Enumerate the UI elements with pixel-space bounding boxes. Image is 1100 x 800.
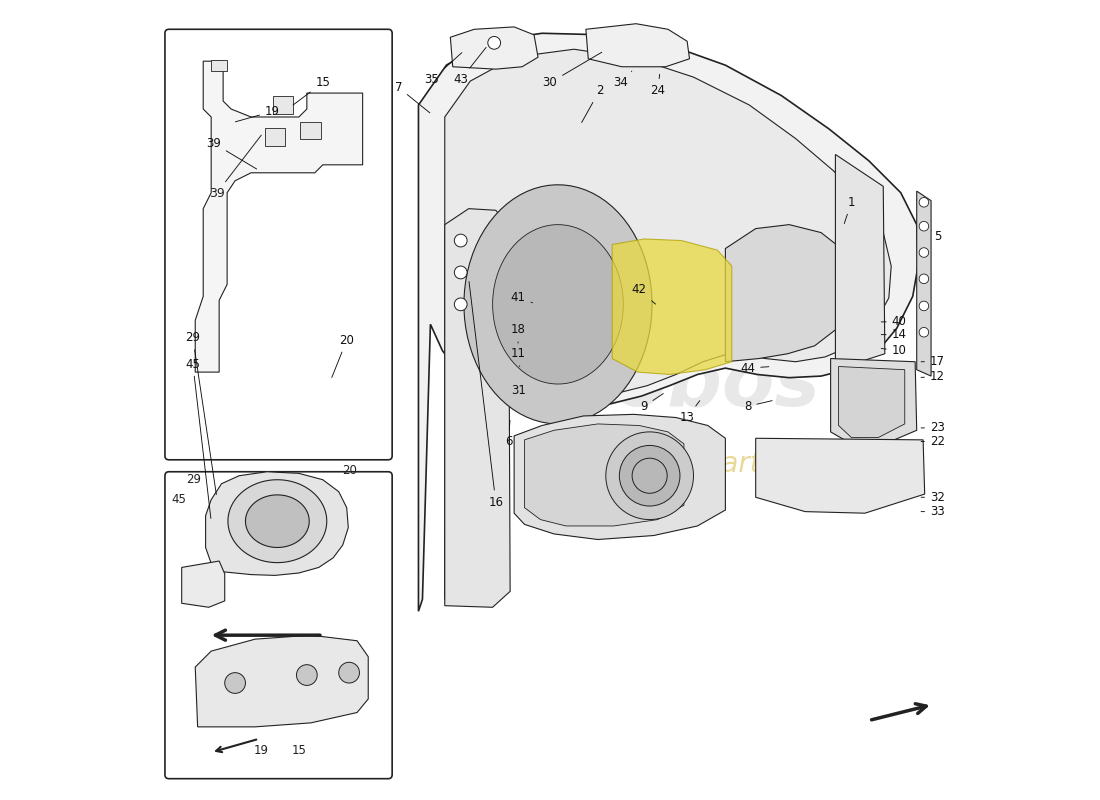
Polygon shape — [182, 561, 224, 607]
Text: 20: 20 — [342, 464, 356, 477]
Bar — [265, 128, 285, 146]
Text: 32: 32 — [921, 490, 945, 504]
Text: 15: 15 — [293, 76, 330, 105]
Circle shape — [454, 298, 467, 310]
Bar — [300, 122, 321, 139]
Polygon shape — [228, 480, 327, 562]
Text: 10: 10 — [881, 344, 906, 357]
Circle shape — [920, 274, 928, 284]
Text: 19: 19 — [254, 744, 268, 758]
FancyBboxPatch shape — [165, 472, 392, 778]
Text: 30: 30 — [542, 52, 602, 90]
Polygon shape — [613, 239, 732, 374]
Polygon shape — [464, 185, 652, 424]
Text: 20: 20 — [332, 334, 354, 378]
Text: 7: 7 — [395, 81, 430, 113]
Text: 31: 31 — [510, 384, 526, 397]
Polygon shape — [756, 438, 925, 514]
Text: 8: 8 — [744, 400, 772, 413]
Polygon shape — [450, 27, 538, 69]
Text: 6: 6 — [505, 420, 513, 448]
Polygon shape — [245, 495, 309, 547]
Text: 29: 29 — [185, 331, 217, 494]
Text: 23: 23 — [921, 422, 945, 434]
Polygon shape — [514, 414, 725, 539]
Bar — [211, 59, 227, 70]
Polygon shape — [195, 61, 363, 372]
Text: 45: 45 — [186, 358, 211, 518]
Text: 2: 2 — [582, 84, 603, 122]
Text: 16: 16 — [469, 282, 504, 509]
Polygon shape — [493, 225, 624, 384]
Text: 35: 35 — [425, 53, 462, 86]
Polygon shape — [916, 191, 931, 376]
Circle shape — [454, 266, 467, 279]
Circle shape — [920, 198, 928, 207]
Text: 13: 13 — [680, 401, 700, 424]
Polygon shape — [418, 34, 918, 611]
Polygon shape — [835, 154, 884, 370]
Text: 5: 5 — [934, 230, 942, 243]
Text: 19: 19 — [235, 105, 280, 122]
Text: 43: 43 — [453, 47, 486, 86]
Text: 17: 17 — [921, 355, 945, 368]
Polygon shape — [195, 635, 368, 727]
Text: 11: 11 — [510, 347, 526, 366]
Text: 40: 40 — [881, 315, 906, 328]
Text: 39: 39 — [206, 137, 256, 169]
FancyBboxPatch shape — [165, 30, 392, 460]
Text: a passion for parts: a passion for parts — [516, 450, 776, 478]
Text: 12: 12 — [921, 370, 945, 382]
Bar — [273, 96, 294, 114]
Polygon shape — [830, 358, 916, 444]
Circle shape — [920, 248, 928, 258]
Polygon shape — [525, 424, 684, 526]
Text: eurobos: eurobos — [471, 347, 821, 421]
Polygon shape — [725, 225, 851, 362]
Text: 34: 34 — [613, 71, 631, 90]
Text: 44: 44 — [740, 362, 769, 374]
Circle shape — [619, 446, 680, 506]
Text: 15: 15 — [292, 744, 306, 758]
Text: 45: 45 — [172, 493, 187, 506]
Circle shape — [632, 458, 668, 494]
Text: 29: 29 — [186, 474, 201, 486]
Text: 42: 42 — [631, 283, 656, 304]
Text: 14: 14 — [881, 328, 906, 341]
Circle shape — [297, 665, 317, 686]
Text: 18: 18 — [510, 323, 526, 343]
Circle shape — [487, 37, 500, 50]
Polygon shape — [206, 472, 349, 575]
Text: 39: 39 — [209, 135, 262, 200]
Circle shape — [454, 234, 467, 247]
Text: 41: 41 — [510, 291, 532, 305]
Text: 24: 24 — [650, 74, 666, 97]
Circle shape — [920, 327, 928, 337]
Polygon shape — [444, 50, 891, 599]
Circle shape — [920, 222, 928, 231]
Polygon shape — [838, 366, 905, 438]
Text: 9: 9 — [640, 394, 663, 413]
Circle shape — [920, 301, 928, 310]
Polygon shape — [444, 209, 510, 607]
Circle shape — [339, 662, 360, 683]
Circle shape — [224, 673, 245, 694]
Text: 33: 33 — [921, 505, 945, 518]
Text: 1: 1 — [845, 196, 855, 223]
Polygon shape — [586, 24, 690, 66]
Circle shape — [606, 432, 693, 519]
Text: 22: 22 — [921, 435, 945, 448]
